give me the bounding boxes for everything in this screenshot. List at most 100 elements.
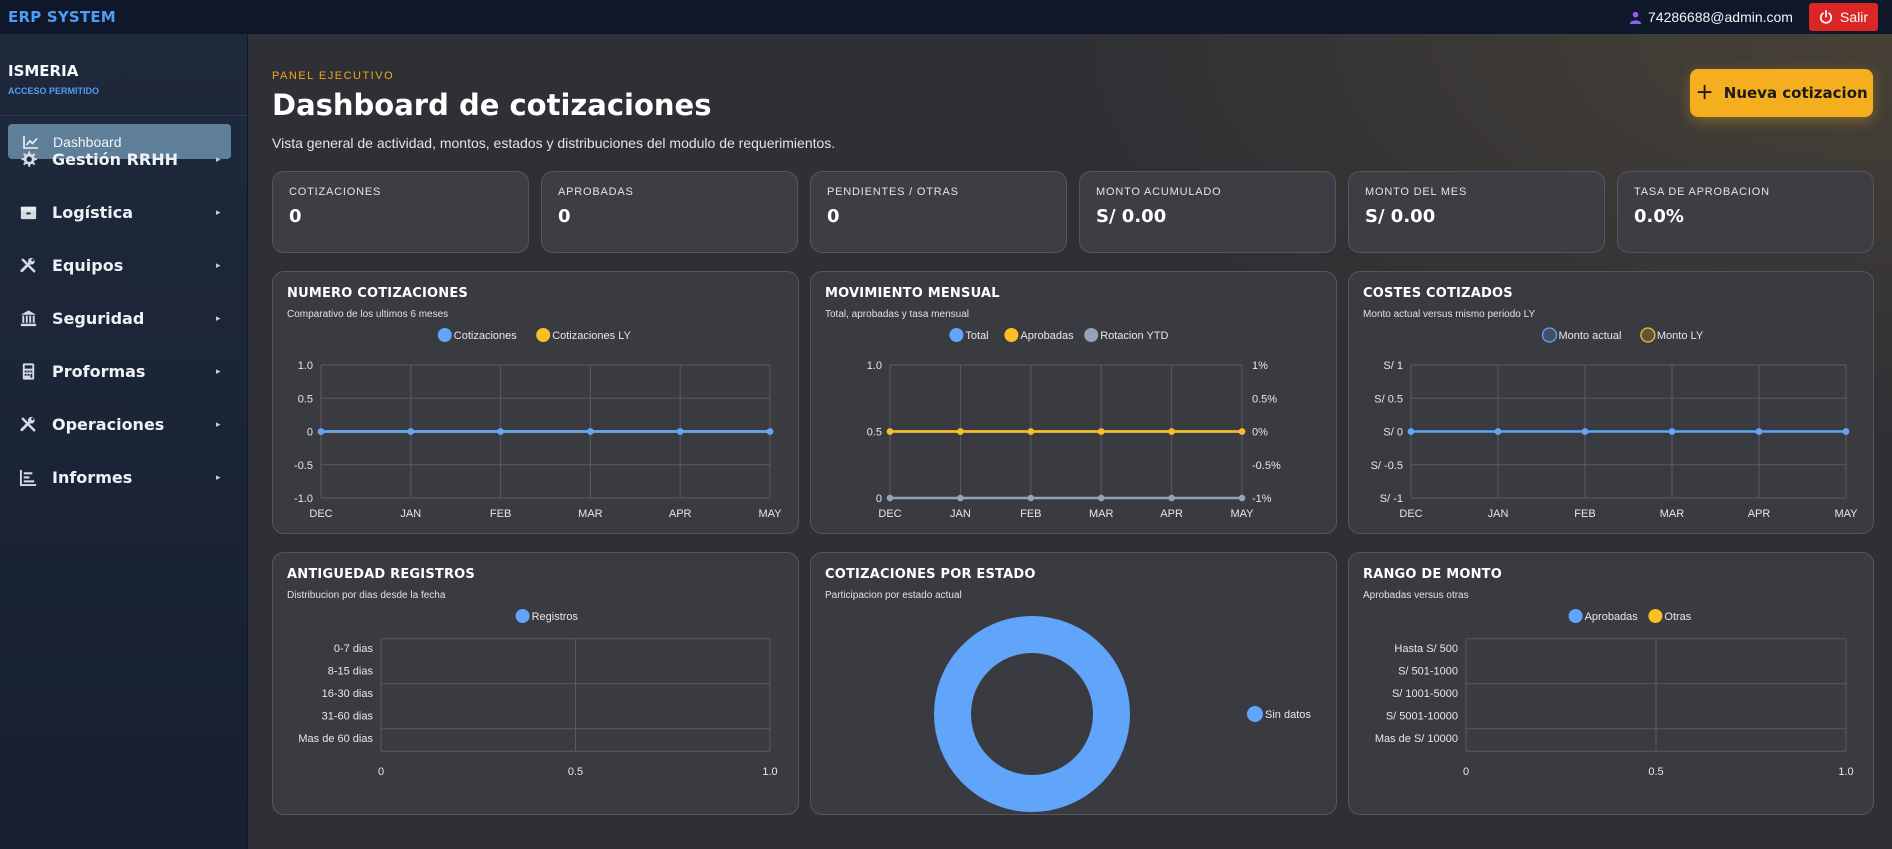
card-title: ANTIGUEDAD REGISTROS [287, 567, 475, 582]
legend-label: Aprobadas [1585, 611, 1639, 623]
y-tick-label: 0 [307, 427, 313, 439]
tools-icon [18, 414, 38, 434]
legend-label: Monto actual [1559, 330, 1622, 342]
sidebar-item-label: Logística [52, 202, 134, 222]
legend-label: Aprobadas [1020, 330, 1074, 342]
chart-card-cotizaciones-por-estado: COTIZACIONES POR ESTADO Participacion po… [810, 552, 1337, 815]
kpi-card-tasa-aprobacion: TASA DE APROBACION 0.0% [1617, 171, 1874, 253]
kpi-value: S/ 0.00 [1096, 206, 1167, 227]
sidebar-item-gestion-rrhh[interactable]: Gestión RRHH ▸ [0, 144, 248, 174]
legend-label: Sin datos [1265, 709, 1311, 721]
data-point [957, 428, 964, 435]
sidebar-item-label: Proformas [52, 361, 146, 381]
x-tick-label: MAR [1089, 508, 1114, 520]
data-point [1842, 428, 1850, 435]
sidebar-item-label: Dashboard [53, 133, 122, 150]
data-point [886, 428, 894, 435]
x-tick-label: DEC [878, 508, 901, 520]
data-point [1027, 428, 1035, 435]
chart-costes: Monto actual Monto LY S/ 1 S/ 0.5 S/ 0 S/ -0.… [1371, 327, 1858, 520]
y-tick-label: Hasta S/ 500 [1394, 643, 1458, 655]
chart-card-numero-cotizaciones: NUMERO COTIZACIONES Comparativo de los u… [272, 271, 799, 534]
x-tick-label: FEB [490, 508, 511, 520]
y-tick-label: 8-15 dias [328, 666, 374, 678]
y-tick-label: 16-30 dias [322, 688, 374, 700]
sidebar-item-seguridad[interactable]: Seguridad ▸ [0, 303, 248, 333]
y-tick-label: S/ -0.5 [1371, 460, 1403, 472]
user-icon [1629, 11, 1642, 24]
chart-card-costes-cotizados: COSTES COTIZADOS Monto actual versus mis… [1348, 271, 1874, 534]
x-tick-label: MAR [1660, 508, 1685, 520]
bar-chart-icon [18, 467, 38, 487]
y2-tick-label: 0% [1252, 427, 1268, 439]
new-quote-button[interactable]: + Nueva cotizacion [1690, 69, 1873, 117]
y-tick-label: S/ 1001-5000 [1392, 688, 1458, 700]
page-eyebrow: PANEL EJECUTIVO [272, 70, 395, 82]
logout-button[interactable]: Salir [1808, 3, 1878, 31]
sidebar-item-logistica[interactable]: Logística ▸ [0, 197, 248, 227]
card-title: NUMERO COTIZACIONES [287, 286, 468, 301]
sidebar-item-informes[interactable]: Informes ▸ [0, 462, 248, 492]
kpi-value: 0.0% [1634, 206, 1684, 227]
legend-swatch [949, 328, 964, 342]
kpi-value: 0 [558, 206, 571, 227]
card-subtitle: Total, aprobadas y tasa mensual [825, 309, 969, 320]
x-tick-label: 0.5 [1648, 766, 1663, 778]
y2-tick-label: 0.5% [1252, 393, 1277, 405]
x-tick-label: FEB [1020, 508, 1041, 520]
power-icon [1819, 10, 1833, 24]
legend-label: Rotacion YTD [1100, 330, 1168, 342]
sidebar-item-label: Informes [52, 467, 133, 487]
caret-right-icon: ▸ [216, 259, 221, 270]
legend-swatch [1541, 327, 1558, 343]
sidebar: ISMERIA ACCESO PERMITIDO Dashboard Gesti… [0, 34, 248, 849]
org-access: ACCESO PERMITIDO [8, 86, 100, 96]
data-point [497, 428, 504, 435]
kpi-card-aprobadas: APROBADAS 0 [541, 171, 798, 253]
card-subtitle: Comparativo de los ultimos 6 meses [287, 309, 449, 320]
data-point [587, 428, 594, 435]
kpi-label: APROBADAS [558, 186, 634, 198]
y-tick-label: 0.5 [867, 427, 882, 439]
card-subtitle: Aprobadas versus otras [1363, 590, 1469, 601]
user-menu[interactable]: 74286688@admin.com [1629, 9, 1793, 25]
y-tick-label: -1.0 [294, 493, 313, 505]
data-point [1097, 494, 1105, 502]
sidebar-item-proformas[interactable]: Proformas ▸ [0, 356, 248, 386]
y-tick-label: Mas de 60 dias [298, 733, 373, 745]
tools-icon [18, 255, 38, 275]
sidebar-item-dashboard[interactable]: Dashboard [8, 124, 231, 159]
y-tick-label: 0.5 [298, 393, 313, 405]
legend-swatch [1640, 327, 1656, 343]
data-point [1407, 428, 1415, 435]
y-tick-label: S/ 501-1000 [1398, 666, 1458, 678]
x-tick-label: 0.5 [568, 766, 583, 778]
y-tick-label: 0 [876, 493, 882, 505]
legend-swatch [1568, 609, 1583, 623]
data-point [1755, 428, 1763, 435]
x-tick-label: 0 [1463, 766, 1469, 778]
caret-right-icon: ▸ [216, 365, 221, 376]
sidebar-item-label: Operaciones [52, 414, 165, 434]
card-title: MOVIMIENTO MENSUAL [825, 286, 1000, 301]
data-point [1168, 494, 1175, 502]
data-point [1668, 428, 1676, 435]
chart-antiguedad: Registros 0-7 dias 8-15 dias 16-30 dias 31-6… [298, 609, 778, 778]
legend-label: Monto LY [1657, 330, 1704, 342]
y-tick-label: S/ 0.5 [1374, 393, 1403, 405]
sidebar-item-operaciones[interactable]: Operaciones ▸ [0, 409, 248, 439]
user-email: 74286688@admin.com [1648, 9, 1793, 25]
chart-line-icon [23, 135, 38, 149]
x-tick-label: JAN [950, 508, 971, 520]
legend-swatch [536, 328, 551, 342]
sidebar-item-label: Seguridad [52, 308, 145, 328]
brand-logo[interactable]: ERP SYSTEM [8, 8, 116, 26]
chart-estado: Sin datos [934, 616, 1311, 812]
top-bar: ERP SYSTEM 74286688@admin.com Salir [0, 0, 1892, 34]
x-tick-label: APR [1748, 508, 1771, 520]
chart-rango: Aprobadas Otras Hasta S/ 500 S/ 501-1000 S/ … [1375, 609, 1854, 778]
data-point [957, 494, 964, 502]
kpi-card-monto-acumulado: MONTO ACUMULADO S/ 0.00 [1079, 171, 1336, 253]
sidebar-item-equipos[interactable]: Equipos ▸ [0, 250, 248, 280]
kpi-label: COTIZACIONES [289, 186, 382, 198]
